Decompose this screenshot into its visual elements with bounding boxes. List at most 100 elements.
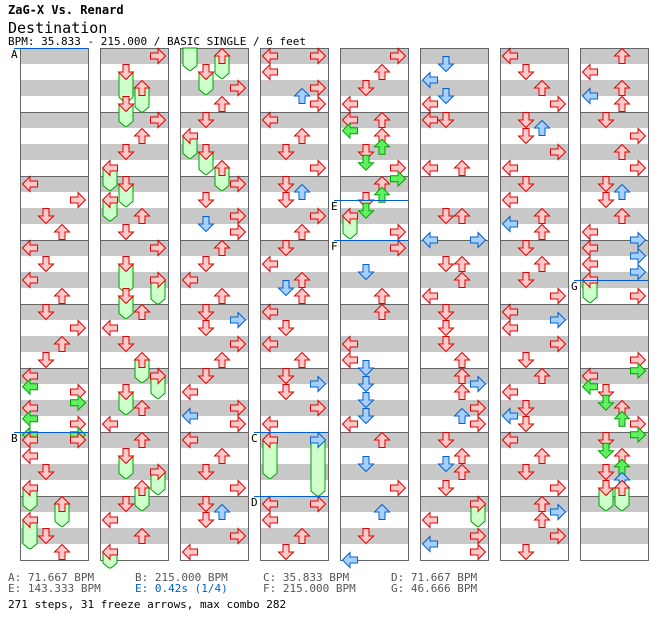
- right-arrow-icon: [70, 431, 87, 449]
- beat-stripe: [420, 288, 488, 304]
- left-arrow-icon: [581, 87, 598, 105]
- beat-stripe: [20, 96, 88, 112]
- up-arrow-icon: [373, 503, 391, 520]
- beat-stripe: [580, 256, 648, 272]
- beat-stripe: [180, 400, 248, 416]
- beat-stripe: [500, 96, 568, 112]
- down-arrow-icon: [357, 528, 375, 545]
- right-arrow-icon: [470, 543, 487, 561]
- down-arrow-icon: [37, 304, 55, 321]
- beat-stripe: [580, 544, 648, 560]
- right-arrow-icon: [550, 479, 567, 497]
- right-arrow-icon: [550, 311, 567, 329]
- beat-stripe: [420, 48, 488, 64]
- right-arrow-icon: [470, 495, 487, 513]
- beat-stripe: [180, 272, 248, 288]
- up-arrow-icon: [453, 463, 471, 480]
- down-arrow-icon: [517, 416, 535, 433]
- right-arrow-icon: [630, 362, 647, 380]
- left-arrow-icon: [501, 159, 518, 177]
- left-arrow-icon: [261, 431, 278, 449]
- beat-stripe: [340, 448, 408, 464]
- up-arrow-icon: [533, 119, 551, 136]
- down-arrow-icon: [597, 176, 615, 193]
- down-arrow-icon: [117, 144, 135, 161]
- beat-stripe: [500, 160, 568, 176]
- left-arrow-icon: [341, 335, 358, 353]
- beat-stripe: [500, 528, 568, 544]
- left-arrow-icon: [181, 407, 198, 425]
- up-arrow-icon: [213, 95, 231, 112]
- left-arrow-icon: [181, 271, 198, 289]
- left-arrow-icon: [501, 191, 518, 209]
- right-arrow-icon: [70, 319, 87, 337]
- left-arrow-icon: [21, 378, 38, 396]
- beat-stripe: [340, 272, 408, 288]
- right-arrow-icon: [70, 394, 87, 412]
- beat-stripe: [580, 496, 648, 512]
- down-arrow-icon: [597, 192, 615, 209]
- beat-stripe: [20, 128, 88, 144]
- right-arrow-icon: [310, 431, 327, 449]
- left-arrow-icon: [21, 511, 38, 529]
- right-arrow-icon: [230, 399, 247, 417]
- freeze-arrow-body: [310, 439, 326, 497]
- left-arrow-icon: [101, 191, 118, 209]
- step-stats: 271 steps, 31 freeze arrows, max combo 2…: [8, 598, 287, 611]
- right-arrow-icon: [230, 527, 247, 545]
- up-arrow-icon: [133, 399, 151, 416]
- down-arrow-icon: [197, 112, 215, 129]
- up-arrow-icon: [373, 186, 391, 203]
- legend-e-bpm: E: 143.333 BPM: [8, 582, 101, 595]
- down-arrow-icon: [437, 112, 455, 129]
- bpm-change-label: E: [331, 200, 338, 213]
- up-arrow-icon: [373, 111, 391, 128]
- down-arrow-icon: [277, 280, 295, 297]
- right-arrow-icon: [310, 159, 327, 177]
- left-arrow-icon: [261, 511, 278, 529]
- up-arrow-icon: [133, 79, 151, 96]
- beat-stripe: [180, 480, 248, 496]
- right-arrow-icon: [550, 95, 567, 113]
- left-arrow-icon: [501, 215, 518, 233]
- column-border: [100, 48, 169, 561]
- legend-e-stop: E: 0.42s (1/4): [135, 582, 228, 595]
- up-arrow-icon: [453, 383, 471, 400]
- chart-column: [180, 48, 249, 561]
- beat-stripe: [180, 432, 248, 448]
- beat-stripe: [420, 544, 488, 560]
- up-arrow-icon: [53, 543, 71, 560]
- down-arrow-icon: [357, 202, 375, 219]
- left-arrow-icon: [421, 231, 438, 249]
- up-arrow-icon: [533, 495, 551, 512]
- up-arrow-icon: [613, 410, 631, 427]
- beat-stripe: [260, 64, 328, 80]
- down-arrow-icon: [277, 384, 295, 401]
- chart-column: [580, 48, 649, 561]
- up-arrow-icon: [133, 207, 151, 224]
- down-arrow-icon: [597, 384, 615, 401]
- up-arrow-icon: [373, 303, 391, 320]
- down-arrow-icon: [357, 408, 375, 425]
- left-arrow-icon: [341, 207, 358, 225]
- left-arrow-icon: [261, 255, 278, 273]
- down-arrow-icon: [197, 304, 215, 321]
- beat-stripe: [260, 336, 328, 352]
- down-arrow-icon: [517, 352, 535, 369]
- left-arrow-icon: [501, 431, 518, 449]
- down-arrow-icon: [437, 88, 455, 105]
- down-arrow-icon: [277, 368, 295, 385]
- down-arrow-icon: [197, 216, 215, 233]
- beat-stripe: [180, 384, 248, 400]
- right-arrow-icon: [630, 127, 647, 145]
- up-arrow-icon: [453, 207, 471, 224]
- up-arrow-icon: [293, 183, 311, 200]
- up-arrow-icon: [293, 223, 311, 240]
- beat-stripe: [340, 240, 408, 256]
- down-arrow-icon: [117, 224, 135, 241]
- right-arrow-icon: [550, 527, 567, 545]
- beat-stripe: [260, 416, 328, 432]
- up-arrow-icon: [533, 511, 551, 528]
- right-arrow-icon: [630, 426, 647, 444]
- right-arrow-icon: [230, 311, 247, 329]
